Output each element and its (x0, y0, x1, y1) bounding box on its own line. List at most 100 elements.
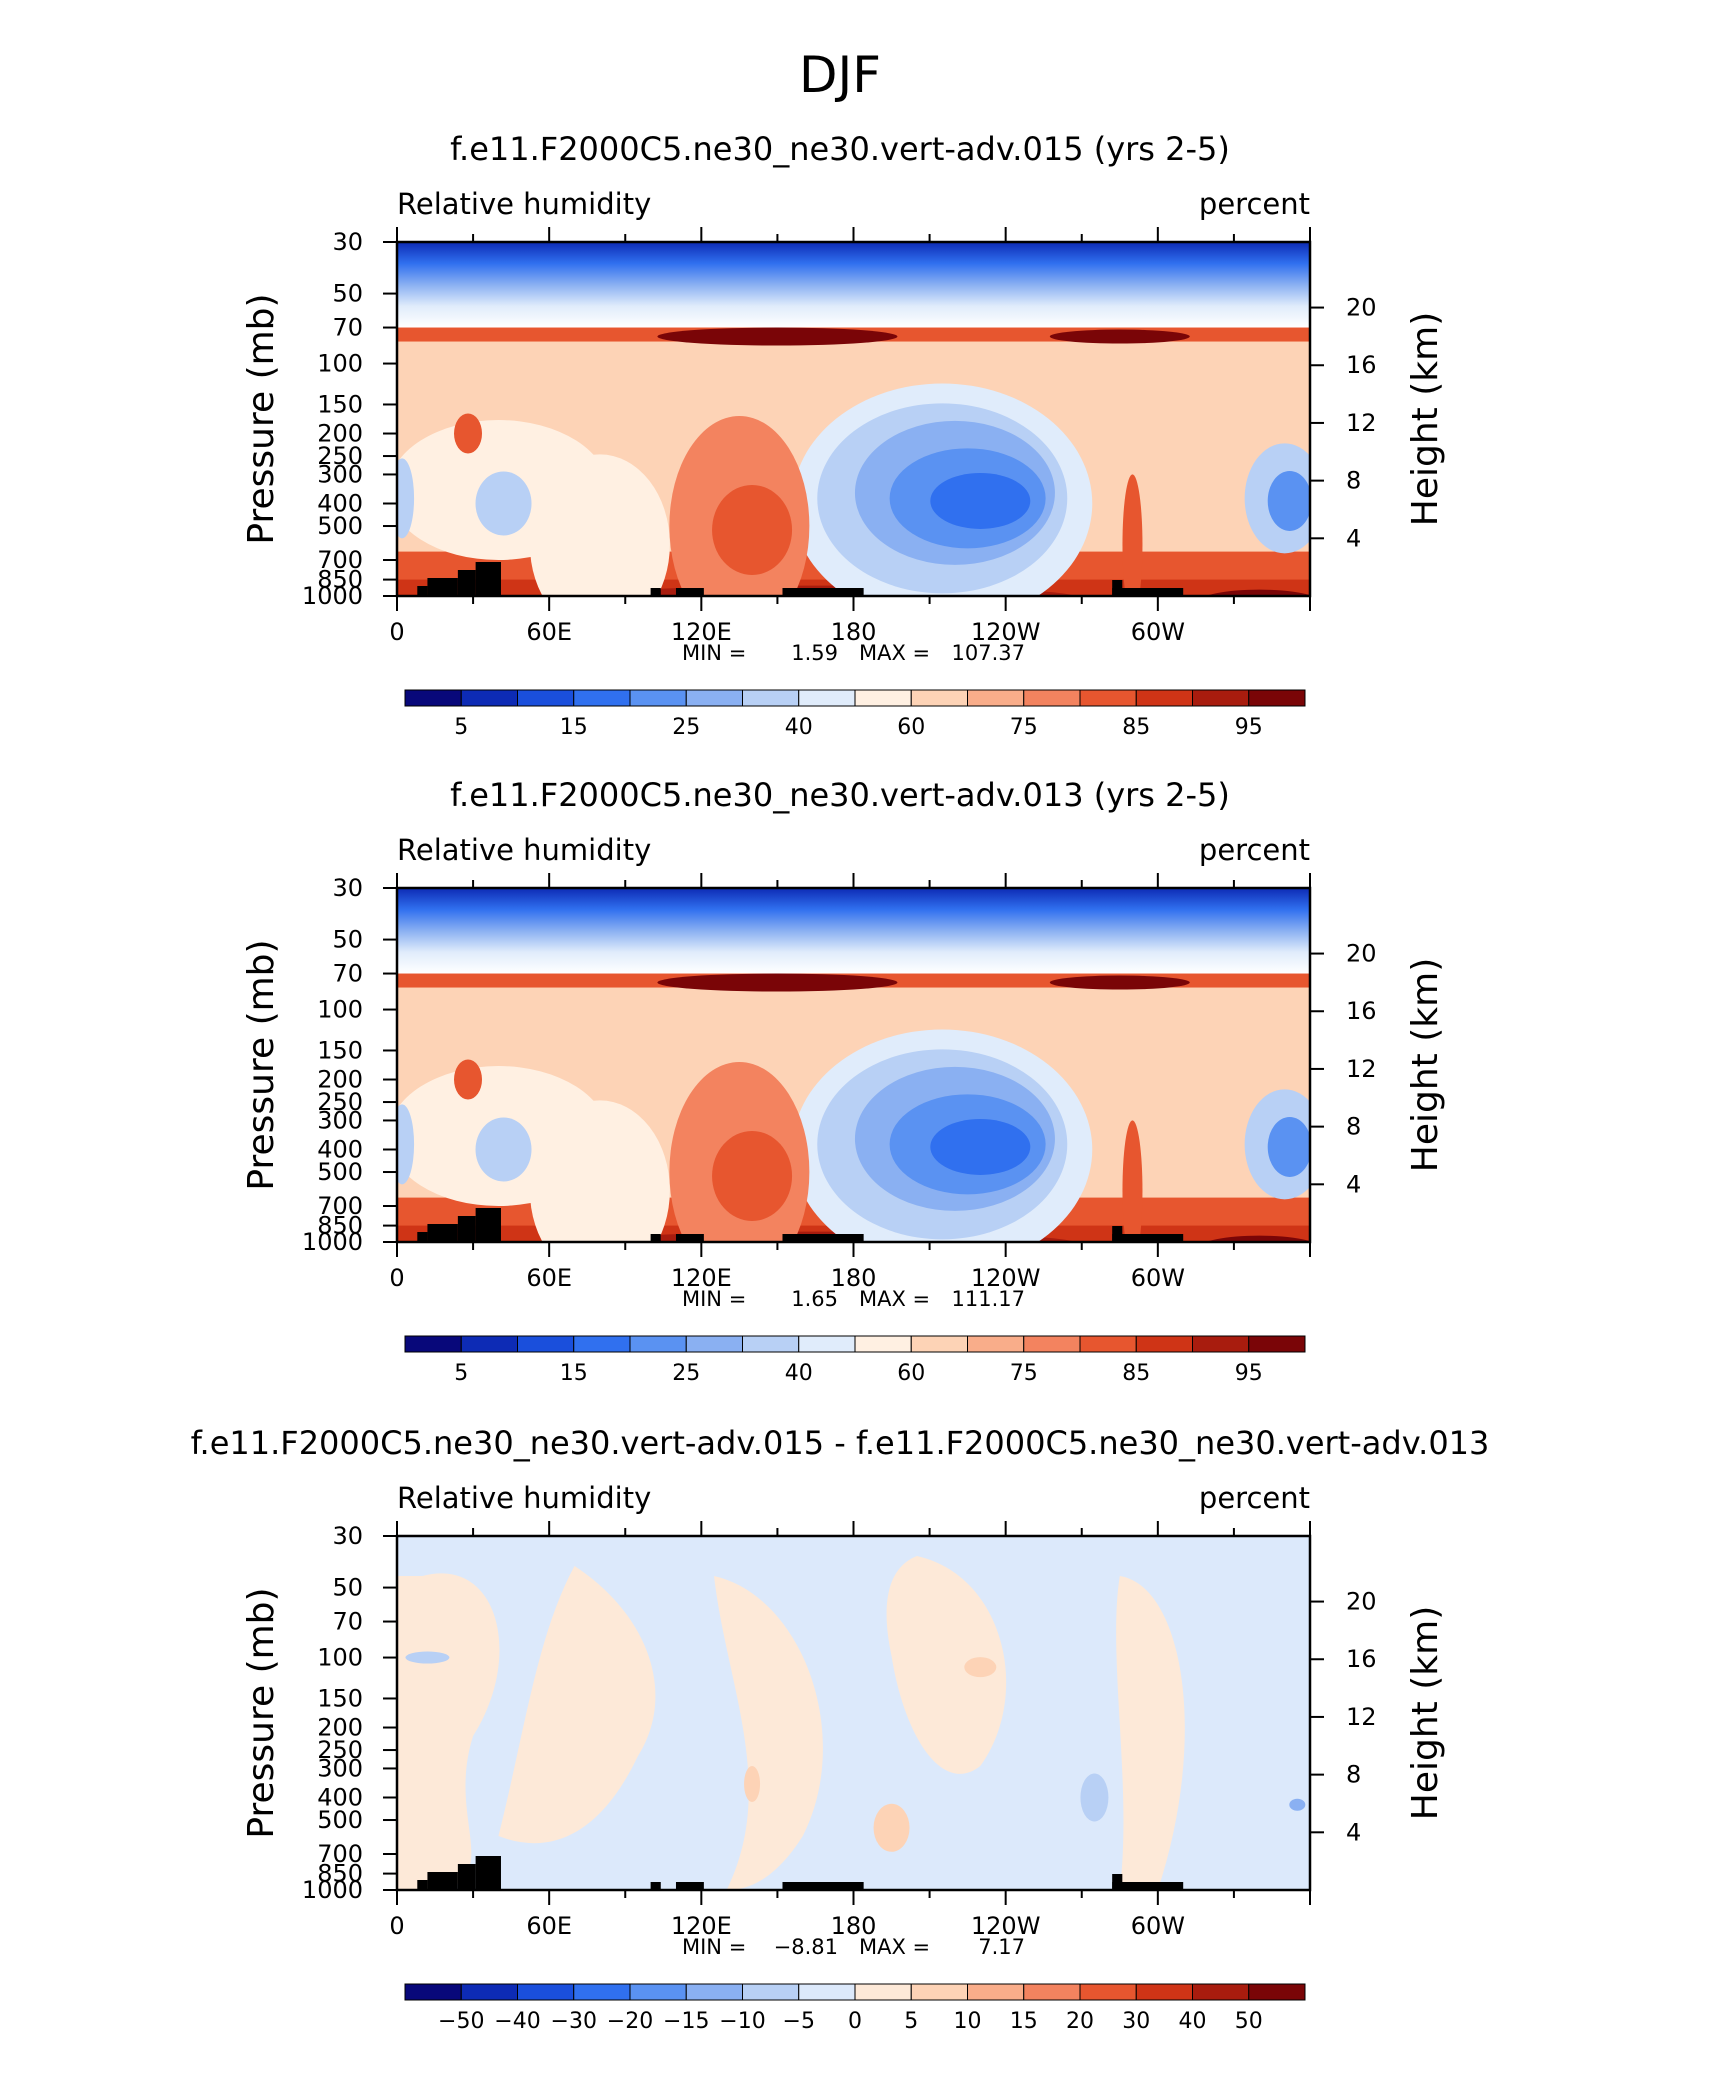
colorbar-swatch (1192, 689, 1250, 707)
variable-label: Relative humidity (397, 187, 651, 221)
tropopause-max (1049, 975, 1190, 990)
y-tick-label: 300 (317, 460, 363, 488)
colorbar-swatch (573, 1335, 631, 1353)
colorbar-swatch (573, 689, 631, 707)
colorbar-swatch (798, 689, 856, 707)
colorbar-label: 10 (954, 2009, 982, 2034)
colorbar-swatch (1248, 1335, 1306, 1353)
colorbar-swatch (1135, 689, 1193, 707)
colorbar-swatch (1192, 1335, 1250, 1353)
panel-title: f.e11.F2000C5.ne30_ne30.vert-adv.015 (yr… (450, 130, 1230, 168)
colorbar-label: 5 (454, 1361, 468, 1386)
colorbar-label: 5 (904, 2009, 918, 2034)
y-tick-label: 300 (317, 1106, 363, 1134)
y2-tick-label: 16 (1346, 1645, 1377, 1673)
x-tick-label: 120E (671, 1912, 732, 1940)
colorbar-label: 40 (785, 715, 813, 740)
colorbar-swatch (910, 1335, 968, 1353)
x-tick-label: 120E (671, 618, 732, 646)
colorbar-swatch (629, 1335, 687, 1353)
contour-field (397, 1536, 1310, 1890)
boundary-layer-max (1206, 589, 1310, 596)
y-axis-label: Pressure (mb) (241, 1587, 282, 1838)
y-tick-label: 200 (317, 1066, 363, 1094)
y-tick-label: 500 (317, 1158, 363, 1186)
colorbar-swatch (404, 1335, 462, 1353)
colorbar-swatch (460, 1983, 518, 2001)
topography (675, 588, 704, 596)
x-tick-label: 120W (971, 1264, 1041, 1292)
colorbar-label: 40 (1179, 2009, 1207, 2034)
y-tick-label: 700 (317, 546, 363, 574)
y2-tick-label: 16 (1346, 997, 1377, 1025)
positive-spot (744, 1766, 761, 1803)
topography (675, 1234, 704, 1242)
y-tick-label: 850 (317, 1212, 363, 1240)
colorbar-swatch (1135, 1983, 1193, 2001)
colorbar-label: 85 (1122, 1361, 1150, 1386)
colorbar-swatch (685, 1335, 743, 1353)
moist-spot (454, 1059, 483, 1100)
y-tick-label: 250 (317, 1736, 363, 1764)
x-tick-label: 0 (389, 1912, 404, 1940)
y-tick-label: 850 (317, 566, 363, 594)
moist-spot (454, 413, 483, 454)
y2-tick-label: 12 (1346, 409, 1377, 437)
colorbar-swatch (1079, 689, 1137, 707)
min-value: 1.59 (791, 641, 838, 665)
positive-region (1116, 1576, 1185, 1890)
topography (457, 1864, 476, 1890)
x-tick-label: 60E (526, 1264, 572, 1292)
colorbar-swatch (798, 1983, 856, 2001)
positive-region (498, 1566, 656, 1844)
colorbar-swatch (1023, 1335, 1081, 1353)
units-label: percent (1199, 833, 1310, 867)
colorbar-label: −10 (719, 2009, 765, 2034)
colorbar-swatch (910, 1983, 968, 2001)
max-label: MAX = (859, 641, 930, 665)
colorbar-label: 75 (1010, 1361, 1038, 1386)
colorbar-label: 30 (1122, 2009, 1150, 2034)
panel-title: f.e11.F2000C5.ne30_ne30.vert-adv.015 - f… (191, 1424, 1490, 1462)
moist-column (1122, 1120, 1143, 1242)
positive-region (714, 1576, 823, 1890)
topography (782, 1882, 864, 1890)
y-tick-label: 50 (332, 1574, 363, 1602)
topography (475, 1856, 501, 1890)
negative-spot (405, 1651, 450, 1664)
y-tick-label: 30 (332, 874, 363, 902)
units-label: percent (1199, 187, 1310, 221)
y-tick-label: 150 (317, 390, 363, 418)
dry-spot (397, 1104, 415, 1185)
negative-spot (1080, 1773, 1109, 1822)
colorbar-swatch (1023, 1983, 1081, 2001)
dry-spot (1267, 1116, 1310, 1177)
y-tick-label: 400 (317, 489, 363, 517)
topography (1112, 1234, 1184, 1242)
min-label: MIN = (682, 641, 746, 665)
y-tick-label: 200 (317, 420, 363, 448)
positive-spot (964, 1657, 997, 1678)
dry-spot (397, 458, 415, 539)
colorbar-swatch (404, 689, 462, 707)
x-tick-label: 60W (1131, 1912, 1185, 1940)
y-tick-label: 500 (317, 1806, 363, 1834)
dry-region (930, 472, 1031, 529)
negative-spot (1289, 1798, 1306, 1811)
colorbar-swatch (629, 689, 687, 707)
colorbar-label: −40 (494, 2009, 540, 2034)
colorbar-swatch (1248, 689, 1306, 707)
colorbar-swatch (685, 1983, 743, 2001)
variable-label: Relative humidity (397, 833, 651, 867)
tropopause-max (657, 973, 898, 992)
y2-tick-label: 4 (1346, 524, 1361, 552)
y-tick-label: 300 (317, 1754, 363, 1782)
colorbar-label: −15 (663, 2009, 709, 2034)
boundary-layer-max (1206, 1235, 1310, 1242)
topography (650, 588, 661, 596)
topography (417, 1880, 428, 1890)
topography (417, 586, 428, 596)
colorbar-swatch (629, 1983, 687, 2001)
colorbar-label: 25 (672, 715, 700, 740)
moist-column-core (712, 484, 793, 575)
